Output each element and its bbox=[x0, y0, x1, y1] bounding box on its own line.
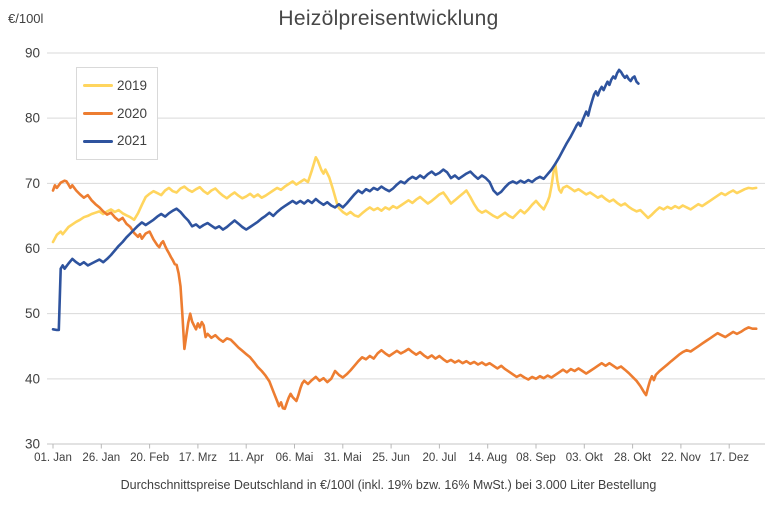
x-tick-label: 01. Jan bbox=[34, 452, 72, 464]
y-tick-label: 90 bbox=[25, 46, 40, 61]
x-tick-label: 14. Aug bbox=[468, 452, 507, 464]
x-tick-label: 26. Jan bbox=[82, 452, 120, 464]
y-tick-label: 80 bbox=[25, 111, 40, 126]
legend-line-swatch bbox=[83, 111, 113, 115]
series-line-2020 bbox=[51, 179, 758, 411]
x-tick-label: 17. Mrz bbox=[179, 452, 218, 464]
x-tick-label: 03. Okt bbox=[566, 452, 604, 464]
x-tick-label: 22. Nov bbox=[661, 452, 701, 464]
legend-label: 2021 bbox=[117, 133, 148, 149]
x-tick-label: 20. Jul bbox=[422, 452, 456, 464]
y-tick-label: 50 bbox=[25, 306, 40, 321]
y-tick-label: 40 bbox=[25, 371, 40, 386]
chart-caption: Durchschnittspreise Deutschland in €/100… bbox=[120, 478, 657, 492]
legend-line-swatch bbox=[83, 139, 113, 143]
x-tick-label: 25. Jun bbox=[372, 452, 410, 464]
series-line-2019 bbox=[51, 156, 758, 244]
x-tick-label: 08. Sep bbox=[516, 452, 556, 464]
legend-line-swatch bbox=[83, 84, 113, 88]
chart-title: Heizölpreisentwicklung bbox=[278, 7, 499, 30]
series-line-2021 bbox=[51, 68, 640, 332]
x-tick-label: 11. Apr bbox=[228, 452, 264, 464]
legend-item-2021: 2021 bbox=[83, 134, 157, 148]
x-tick-label: 31. Mai bbox=[324, 452, 362, 464]
x-tick-label: 17. Dez bbox=[709, 452, 749, 464]
y-axis-unit-label: €/100l bbox=[8, 11, 44, 26]
legend: 2019 2020 2021 bbox=[76, 67, 158, 160]
y-tick-label: 60 bbox=[25, 241, 40, 256]
legend-item-2020: 2020 bbox=[83, 107, 157, 121]
x-tick-label: 20. Feb bbox=[130, 452, 169, 464]
legend-item-2019: 2019 bbox=[83, 79, 157, 93]
x-tick-label: 28. Okt bbox=[614, 452, 652, 464]
legend-label: 2020 bbox=[117, 105, 148, 121]
legend-label: 2019 bbox=[117, 78, 148, 94]
y-tick-label: 70 bbox=[25, 176, 40, 191]
y-tick-label: 30 bbox=[25, 437, 40, 452]
x-tick-label: 06. Mai bbox=[276, 452, 314, 464]
